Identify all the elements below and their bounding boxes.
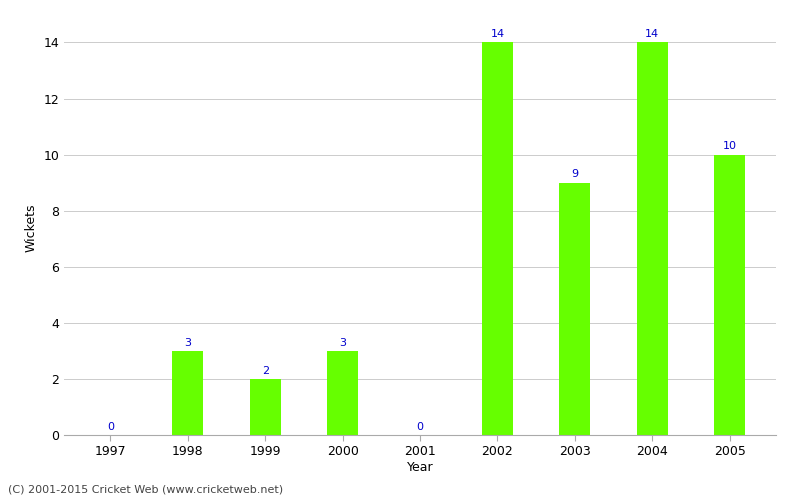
Text: 2: 2 — [262, 366, 269, 376]
Text: 3: 3 — [339, 338, 346, 347]
Text: 14: 14 — [645, 29, 659, 39]
Text: 3: 3 — [184, 338, 191, 347]
Text: 9: 9 — [571, 170, 578, 179]
Bar — [559, 182, 590, 435]
Bar — [714, 154, 745, 435]
Bar — [482, 42, 513, 435]
Bar — [172, 351, 203, 435]
Text: 0: 0 — [107, 422, 114, 432]
Bar — [327, 351, 358, 435]
Text: 0: 0 — [417, 422, 423, 432]
Y-axis label: Wickets: Wickets — [25, 203, 38, 252]
Text: 14: 14 — [490, 29, 505, 39]
X-axis label: Year: Year — [406, 461, 434, 474]
Bar — [637, 42, 668, 435]
Text: 10: 10 — [722, 141, 737, 151]
Bar — [250, 379, 281, 435]
Text: (C) 2001-2015 Cricket Web (www.cricketweb.net): (C) 2001-2015 Cricket Web (www.cricketwe… — [8, 485, 283, 495]
